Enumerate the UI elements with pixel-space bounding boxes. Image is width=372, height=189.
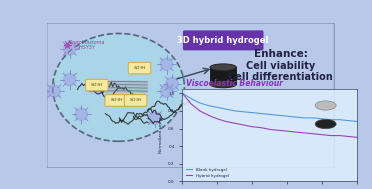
- Blank hydrogel: [355, 120, 359, 123]
- Text: Neuroblastoma
SHSY5Y: Neuroblastoma SHSY5Y: [68, 40, 106, 50]
- Blank hydrogel: [285, 115, 289, 117]
- Blank hydrogel: [346, 119, 351, 122]
- Hybrid hydrogel: [198, 110, 202, 112]
- Blank hydrogel: [337, 119, 342, 121]
- Blank hydrogel: [329, 119, 333, 121]
- Blank hydrogel: [311, 117, 316, 119]
- Text: Cell viability: Cell viability: [246, 61, 315, 71]
- FancyBboxPatch shape: [46, 23, 335, 168]
- Hybrid hydrogel: [302, 132, 307, 134]
- Blank hydrogel: [198, 102, 202, 104]
- Text: $SO_3H$: $SO_3H$: [129, 97, 142, 104]
- Ellipse shape: [315, 101, 336, 110]
- Hybrid hydrogel: [294, 131, 298, 133]
- Hybrid hydrogel: [224, 120, 228, 123]
- FancyBboxPatch shape: [183, 30, 263, 50]
- Hybrid hydrogel: [180, 92, 185, 94]
- Hybrid hydrogel: [346, 135, 351, 138]
- Hybrid hydrogel: [267, 128, 272, 131]
- FancyBboxPatch shape: [124, 95, 147, 106]
- Hybrid hydrogel: [337, 134, 342, 137]
- Hybrid hydrogel: [329, 134, 333, 137]
- Blank hydrogel: [232, 110, 237, 112]
- Circle shape: [48, 85, 61, 97]
- Circle shape: [149, 112, 161, 124]
- Hybrid hydrogel: [189, 103, 193, 105]
- Text: $SO_3H$: $SO_3H$: [133, 64, 146, 72]
- Text: $SO_3H$: $SO_3H$: [90, 81, 103, 89]
- Line: Blank hydrogel: Blank hydrogel: [182, 93, 357, 122]
- Blank hydrogel: [250, 112, 254, 114]
- Blank hydrogel: [276, 114, 281, 116]
- Text: Viscoelastic Behaviour: Viscoelastic Behaviour: [186, 79, 283, 88]
- FancyBboxPatch shape: [105, 95, 128, 106]
- FancyBboxPatch shape: [86, 79, 108, 91]
- Legend: Blank hydrogel, Hybrid hydrogel: Blank hydrogel, Hybrid hydrogel: [185, 166, 230, 179]
- Text: 3D hybrid hydrogel: 3D hybrid hydrogel: [177, 36, 269, 45]
- Circle shape: [160, 58, 173, 70]
- Hybrid hydrogel: [320, 134, 324, 136]
- Hybrid hydrogel: [285, 130, 289, 132]
- Ellipse shape: [53, 33, 185, 141]
- Blank hydrogel: [215, 106, 219, 108]
- Hybrid hydrogel: [206, 114, 211, 116]
- Circle shape: [160, 85, 173, 97]
- Text: Enhance:: Enhance:: [254, 49, 308, 59]
- Text: Cell differentiation: Cell differentiation: [228, 72, 333, 82]
- Hybrid hydrogel: [276, 129, 281, 131]
- Circle shape: [166, 77, 178, 90]
- Blank hydrogel: [302, 117, 307, 119]
- Blank hydrogel: [189, 97, 193, 100]
- Blank hydrogel: [241, 111, 246, 113]
- FancyBboxPatch shape: [210, 67, 236, 84]
- Ellipse shape: [210, 64, 236, 71]
- Hybrid hydrogel: [241, 124, 246, 126]
- Blank hydrogel: [206, 105, 211, 107]
- Circle shape: [64, 43, 76, 55]
- Hybrid hydrogel: [232, 122, 237, 124]
- Hybrid hydrogel: [250, 126, 254, 128]
- Point: [64, 43, 70, 46]
- Hybrid hydrogel: [355, 136, 359, 139]
- Blank hydrogel: [224, 108, 228, 110]
- Hybrid hydrogel: [311, 133, 316, 135]
- Circle shape: [64, 74, 76, 86]
- Blank hydrogel: [180, 92, 185, 94]
- FancyBboxPatch shape: [128, 62, 151, 74]
- Ellipse shape: [210, 81, 236, 88]
- Ellipse shape: [315, 119, 336, 129]
- Blank hydrogel: [267, 113, 272, 115]
- Circle shape: [75, 108, 87, 120]
- Text: $SO_3H$: $SO_3H$: [109, 97, 123, 104]
- Hybrid hydrogel: [259, 126, 263, 129]
- Blank hydrogel: [259, 112, 263, 115]
- Blank hydrogel: [294, 116, 298, 118]
- Hybrid hydrogel: [215, 118, 219, 120]
- Y-axis label: Normalized stress: Normalized stress: [158, 117, 163, 153]
- Blank hydrogel: [320, 118, 324, 120]
- Line: Hybrid hydrogel: Hybrid hydrogel: [182, 93, 357, 137]
